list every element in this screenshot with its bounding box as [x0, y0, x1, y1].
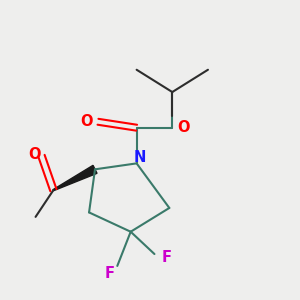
- Text: F: F: [161, 250, 171, 265]
- Text: N: N: [134, 150, 146, 165]
- Text: F: F: [105, 266, 115, 281]
- Text: O: O: [177, 120, 190, 135]
- Text: O: O: [28, 147, 40, 162]
- Text: O: O: [80, 114, 92, 129]
- Polygon shape: [53, 165, 97, 191]
